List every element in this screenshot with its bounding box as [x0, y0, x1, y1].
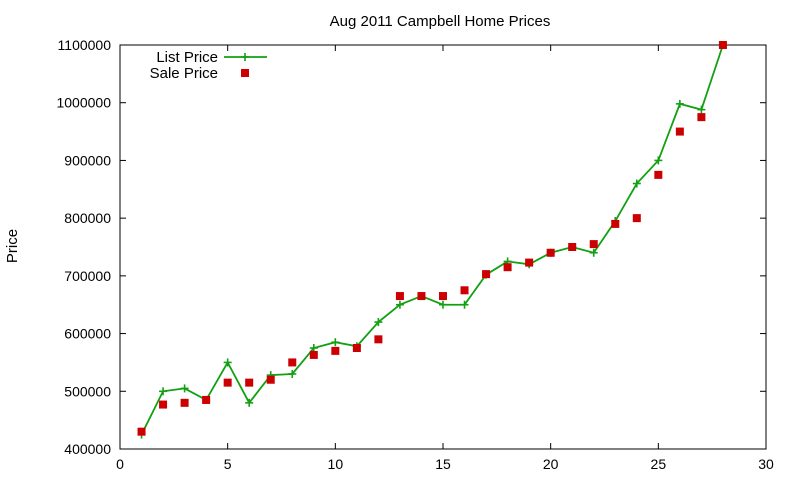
data-point-sale-price: [223, 378, 232, 387]
data-point-sale-price: [417, 292, 426, 301]
data-point-list-price: [632, 179, 641, 188]
x-tick-label: 5: [224, 456, 232, 472]
data-point-sale-price: [266, 375, 275, 384]
y-tick-label: 600000: [64, 326, 111, 342]
data-point-sale-price: [589, 240, 598, 249]
data-point-sale-price: [202, 395, 211, 404]
data-point-sale-price: [288, 358, 297, 367]
series-sale-price: [137, 41, 727, 436]
y-tick-label: 1100000: [58, 37, 112, 53]
data-point-sale-price: [482, 270, 491, 279]
plot-frame: [119, 44, 767, 450]
chart-title: Aug 2011 Campbell Home Prices: [330, 13, 551, 30]
data-point-sale-price: [395, 292, 404, 301]
data-point-sale-price: [309, 350, 318, 359]
data-point-sale-price: [697, 113, 706, 122]
data-point-list-price: [460, 300, 469, 309]
data-point-sale-price: [654, 170, 663, 179]
data-point-sale-price: [180, 398, 189, 407]
y-tick-label: 500000: [64, 383, 111, 399]
x-tick-label: 30: [758, 456, 774, 472]
x-tick-label: 0: [116, 456, 124, 472]
data-point-sale-price: [675, 127, 684, 136]
y-tick-label: 400000: [64, 441, 111, 457]
data-point-list-price: [439, 300, 447, 309]
data-point-sale-price: [503, 263, 512, 272]
y-tick-label: 800000: [64, 210, 111, 226]
data-point-list-price: [309, 344, 318, 352]
data-point-list-price: [245, 398, 254, 407]
legend-marker-list-price: [241, 53, 249, 61]
data-point-list-price: [159, 387, 168, 396]
data-point-list-price: [675, 99, 684, 108]
y-tick-label: 700000: [64, 268, 111, 284]
data-point-list-price: [288, 369, 297, 378]
y-tick-label: 1000000: [56, 95, 111, 111]
legend-label-sale-price: Sale Price: [150, 65, 218, 82]
data-point-sale-price: [460, 286, 469, 295]
x-tick-label: 10: [328, 456, 344, 472]
data-point-sale-price: [159, 400, 168, 409]
y-tick-label: 900000: [64, 152, 111, 168]
y-axis-label: Price: [4, 229, 21, 263]
legend-marker-sale-price: [241, 69, 249, 77]
legend-label-list-price: List Price: [156, 49, 218, 66]
data-point-sale-price: [331, 346, 340, 355]
data-point-list-price: [331, 338, 340, 347]
data-point-list-price: [654, 156, 663, 165]
data-point-sale-price: [546, 248, 555, 257]
data-point-list-price: [395, 300, 404, 309]
data-point-sale-price: [439, 292, 447, 301]
data-point-list-price: [589, 248, 598, 257]
data-point-sale-price: [374, 335, 383, 344]
data-point-sale-price: [568, 243, 577, 251]
ticks-layer: 0 5 10 15 20 25 30 400000 500000 600000 700000 8000…: [56, 37, 774, 472]
data-point-sale-price: [352, 344, 361, 352]
data-point-sale-price: [525, 258, 534, 267]
data-point-sale-price: [137, 427, 146, 436]
x-tick-label: 20: [543, 456, 559, 472]
data-point-sale-price: [718, 41, 727, 49]
data-point-list-price: [223, 358, 232, 367]
series-line-list-price: [140, 44, 724, 435]
data-point-sale-price: [632, 214, 641, 223]
data-point-sale-price: [611, 219, 620, 228]
series-layer: [137, 41, 727, 439]
data-point-sale-price: [245, 378, 254, 387]
x-tick-label: 15: [435, 456, 451, 472]
data-point-list-price: [180, 384, 189, 393]
data-point-list-price: [697, 105, 706, 114]
x-tick-label: 25: [651, 456, 667, 472]
data-point-list-price: [374, 318, 383, 327]
